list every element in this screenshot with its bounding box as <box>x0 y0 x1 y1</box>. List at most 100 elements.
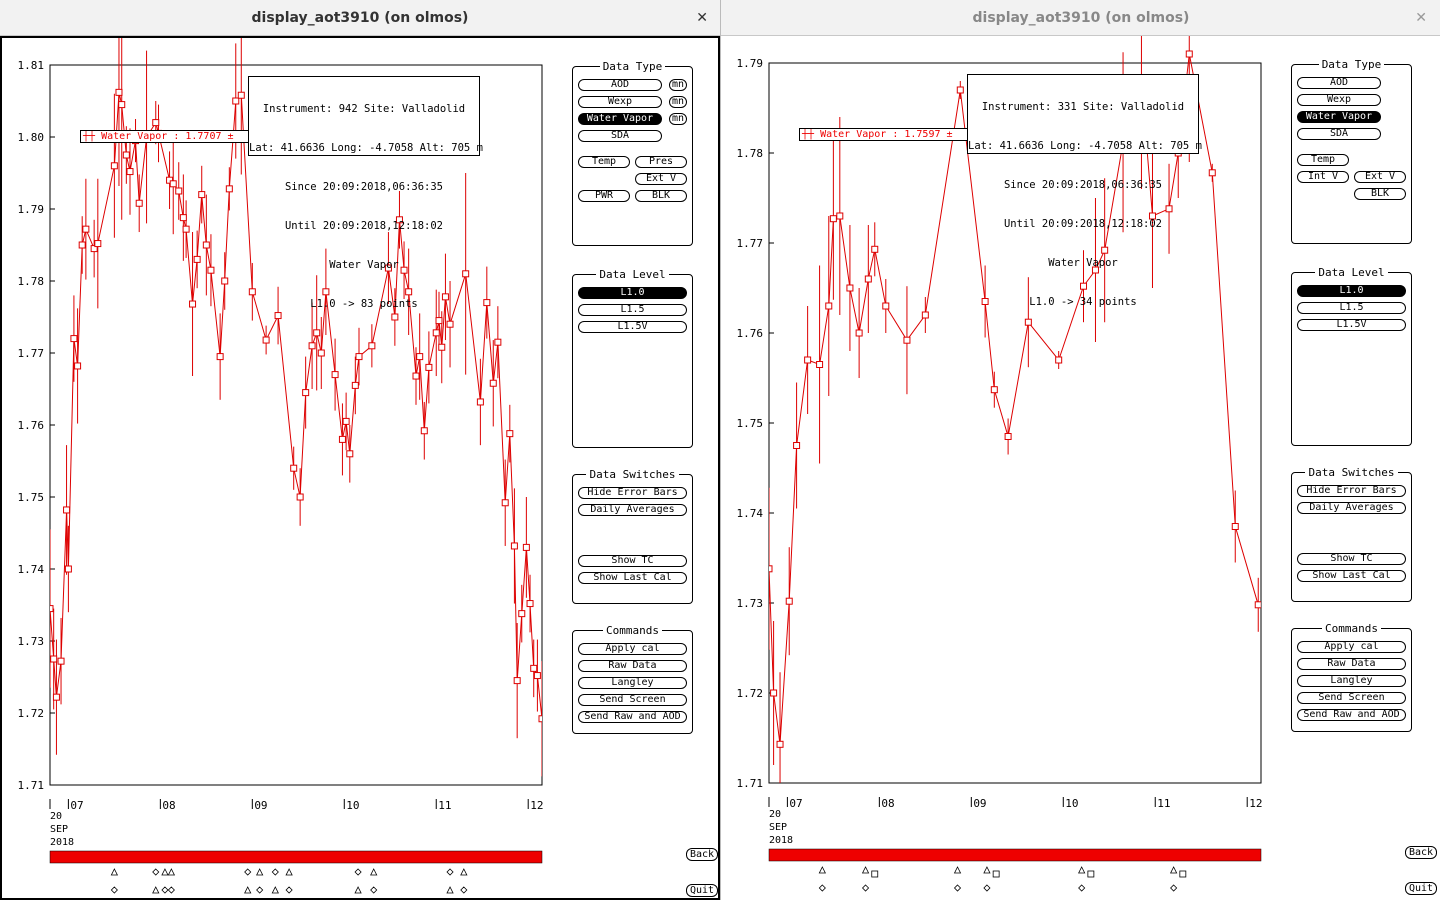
daily-averages-button[interactable]: Daily Averages <box>1297 502 1406 514</box>
x-tick-label: 07 <box>70 799 83 812</box>
data-type-panel: Data Type AOD Wexp Water Vapor SDA Temp … <box>1291 58 1412 244</box>
data-point <box>346 450 354 458</box>
flag-triangle-icon <box>256 868 264 876</box>
flag-diamond-icon <box>953 884 962 892</box>
water-vapor-button[interactable]: Water Vapor <box>578 113 662 125</box>
level-l15-button[interactable]: L1.5 <box>1297 302 1406 314</box>
wv-mn-button[interactable]: mn <box>669 113 687 125</box>
wexp-button[interactable]: Wexp <box>578 96 662 108</box>
plot-label-text: Water Vapor : 1.7707 ± <box>101 131 234 142</box>
flag-diamond-icon <box>983 884 991 892</box>
data-point <box>522 543 530 551</box>
daily-averages-button[interactable]: Daily Averages <box>578 504 687 516</box>
level-l10-button[interactable]: L1.0 <box>1297 285 1406 297</box>
flag-triangle-icon <box>354 886 362 894</box>
x-tick-label: 10 <box>1065 797 1078 810</box>
apply-cal-button[interactable]: Apply cal <box>1297 641 1406 653</box>
aod-button[interactable]: AOD <box>1297 77 1381 89</box>
hide-error-bars-button[interactable]: Hide Error Bars <box>578 487 687 499</box>
back-button[interactable]: Back <box>686 848 718 861</box>
blk-button[interactable]: BLK <box>635 190 687 202</box>
data-point <box>981 298 989 305</box>
pwr-button[interactable]: PWR <box>578 190 630 202</box>
data-point <box>391 313 399 321</box>
data-point <box>494 338 502 346</box>
date-day: 20 <box>50 811 63 822</box>
data-switches-panel: Data Switches Hide Error Bars Daily Aver… <box>1291 466 1412 602</box>
legend-marker-icon: ┼┼ <box>83 131 96 142</box>
y-tick-label: 1.76 <box>737 327 764 340</box>
x-tick-label: 11 <box>1157 797 1170 810</box>
date-label: 20 SEP 2018 <box>50 810 74 849</box>
data-point <box>1148 212 1156 220</box>
flag-triangle-icon <box>861 866 870 874</box>
hide-error-bars-button[interactable]: Hide Error Bars <box>1297 485 1406 497</box>
show-tc-button[interactable]: Show TC <box>578 555 687 567</box>
aod-button[interactable]: AOD <box>578 79 662 91</box>
show-last-cal-button[interactable]: Show Last Cal <box>1297 570 1406 582</box>
send-raw-aod-button[interactable]: Send Raw and AOD <box>1297 709 1406 721</box>
send-screen-button[interactable]: Send Screen <box>578 694 687 706</box>
close-icon[interactable]: ✕ <box>696 10 708 26</box>
flag-square-icon <box>1087 870 1095 878</box>
pres-button[interactable]: Pres <box>635 156 687 168</box>
quit-button[interactable]: Quit <box>1405 882 1437 895</box>
quit-button[interactable]: Quit <box>686 884 718 897</box>
data-type-title: Data Type <box>573 60 692 73</box>
aod-mn-button[interactable]: mn <box>669 79 687 91</box>
data-point <box>90 245 98 253</box>
date-year: 2018 <box>769 835 794 846</box>
sda-button[interactable]: SDA <box>1297 128 1381 140</box>
plot-series-label: ┼┼ Water Vapor : 1.7707 ± <box>80 130 250 143</box>
level-l15-button[interactable]: L1.5 <box>578 304 687 316</box>
level-l15v-button[interactable]: L1.5V <box>578 321 687 333</box>
data-point <box>489 379 497 387</box>
temp-button[interactable]: Temp <box>578 156 630 168</box>
data-point <box>804 356 812 364</box>
y-tick-label: 1.74 <box>18 563 45 576</box>
flag-diamond-icon <box>1078 884 1086 892</box>
data-point <box>1101 246 1109 254</box>
data-point <box>78 241 86 249</box>
back-button[interactable]: Back <box>1405 846 1437 859</box>
level-l10-button[interactable]: L1.0 <box>578 287 687 299</box>
wexp-button[interactable]: Wexp <box>1297 94 1381 106</box>
data-point <box>770 689 778 697</box>
apply-cal-button[interactable]: Apply cal <box>578 643 687 655</box>
raw-data-button[interactable]: Raw Data <box>1297 658 1406 670</box>
titlebar[interactable]: display_aot3910 (on olmos) ✕ <box>721 0 1440 36</box>
data-point <box>538 715 542 723</box>
send-raw-aod-button[interactable]: Send Raw and AOD <box>578 711 687 723</box>
data-point <box>166 176 174 184</box>
y-tick-label: 1.74 <box>737 507 764 520</box>
y-tick-label: 1.75 <box>737 417 764 430</box>
show-tc-button[interactable]: Show TC <box>1297 553 1406 565</box>
data-point <box>1080 282 1088 290</box>
temp-button[interactable]: Temp <box>1297 154 1349 166</box>
water-vapor-button[interactable]: Water Vapor <box>1297 111 1381 123</box>
titlebar[interactable]: display_aot3910 (on olmos) ✕ <box>0 0 720 36</box>
y-tick-label: 1.71 <box>737 777 764 790</box>
send-screen-button[interactable]: Send Screen <box>1297 692 1406 704</box>
langley-button[interactable]: Langley <box>1297 675 1406 687</box>
wexp-mn-button[interactable]: mn <box>669 96 687 108</box>
level-l15v-button[interactable]: L1.5V <box>1297 319 1406 331</box>
blk-button[interactable]: BLK <box>1354 188 1406 200</box>
sda-button[interactable]: SDA <box>578 130 662 142</box>
flag-triangle-icon <box>1169 866 1178 874</box>
show-last-cal-button[interactable]: Show Last Cal <box>578 572 687 584</box>
flag-diamond-icon <box>161 886 169 894</box>
data-point <box>1208 169 1216 177</box>
data-point <box>182 225 190 233</box>
langley-button[interactable]: Langley <box>578 677 687 689</box>
data-point <box>52 693 60 701</box>
raw-data-button[interactable]: Raw Data <box>578 660 687 672</box>
ext-v-button[interactable]: Ext V <box>1354 171 1406 183</box>
info-instrument: Instrument: 942 Site: Valladolid <box>262 103 466 115</box>
close-icon[interactable]: ✕ <box>1415 10 1427 26</box>
int-v-button[interactable]: Int V <box>1297 171 1349 183</box>
data-point <box>513 677 521 685</box>
ext-v-button[interactable]: Ext V <box>635 173 687 185</box>
y-tick-label: 1.71 <box>18 779 45 792</box>
y-tick-label: 1.79 <box>737 57 764 70</box>
